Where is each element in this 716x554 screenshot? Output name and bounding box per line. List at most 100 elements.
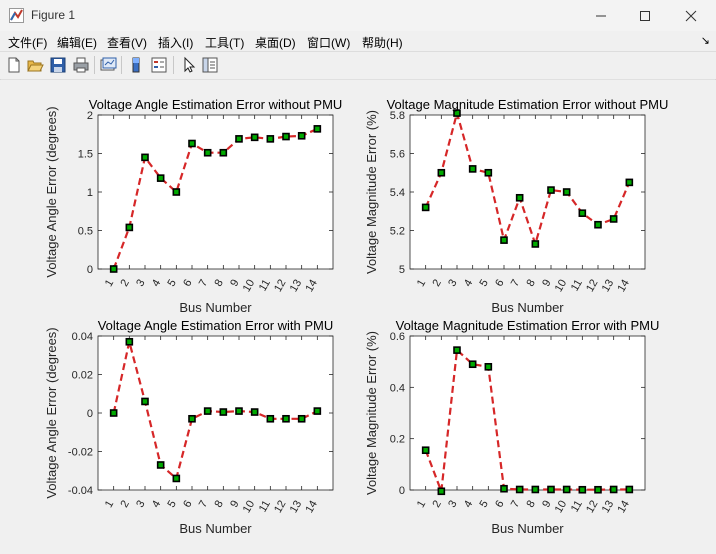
x-tick-label: 3 <box>134 499 147 510</box>
data-point <box>125 337 134 346</box>
data-point <box>515 193 524 202</box>
x-tick-label: 10 <box>553 278 570 295</box>
data-point <box>266 414 275 423</box>
x-tick-label: 8 <box>212 278 225 289</box>
data-point <box>156 461 165 469</box>
window-title: Figure 1 <box>31 8 76 22</box>
data-point <box>421 446 430 455</box>
x-tick-label: 1 <box>415 499 428 510</box>
x-tick-label: 5 <box>165 499 178 510</box>
x-tick-label: 12 <box>584 499 601 516</box>
data-point <box>562 485 571 494</box>
open-file-icon[interactable] <box>26 56 44 74</box>
new-figure-icon[interactable] <box>5 56 23 74</box>
x-tick-label: 1 <box>103 278 116 289</box>
subplot-2[interactable]: 55.25.45.65.81 2 3 4 5 6 7 8 9 10 11 12 13 14Voltage … <box>364 97 668 315</box>
data-point <box>531 485 540 494</box>
x-tick-label: 12 <box>272 499 289 516</box>
x-tick-label: 3 <box>446 499 459 510</box>
menu-insert[interactable]: 插入(I) <box>158 36 194 50</box>
menu-tools[interactable]: 工具(T) <box>205 36 245 50</box>
insert-legend-icon[interactable] <box>150 56 168 74</box>
y-axis-label: Voltage Angle Error (degrees) <box>44 327 59 498</box>
x-axis-label: Bus Number <box>179 521 252 536</box>
data-point <box>484 362 493 371</box>
y-tick-label: 0 <box>87 264 93 276</box>
x-tick-label: 4 <box>150 278 163 289</box>
menu-window[interactable]: 窗口(W) <box>307 36 351 50</box>
data-point <box>500 236 508 244</box>
data-point <box>250 408 259 416</box>
data-point <box>250 133 259 142</box>
x-tick-label: 8 <box>524 499 537 510</box>
x-tick-label: 4 <box>462 278 475 289</box>
y-tick-label: 5.2 <box>390 226 405 238</box>
y-tick-label: 0.6 <box>390 331 405 343</box>
menu-help[interactable]: 帮助(H) <box>362 36 403 50</box>
data-point <box>188 414 196 423</box>
data-point <box>578 209 587 217</box>
x-tick-label: 2 <box>118 278 131 289</box>
maximize-button[interactable] <box>622 0 668 31</box>
x-tick-label: 6 <box>493 499 506 510</box>
data-point <box>172 474 181 483</box>
axes-box <box>97 114 334 270</box>
axes-box <box>409 335 646 491</box>
data-point <box>188 139 196 148</box>
print-icon[interactable] <box>72 56 90 74</box>
data-point <box>625 485 634 494</box>
x-tick-label: 6 <box>493 278 506 289</box>
y-axis-label: Voltage Angle Error (degrees) <box>44 106 59 277</box>
save-icon[interactable] <box>49 56 67 74</box>
data-point <box>172 188 181 196</box>
x-axis-label: Bus Number <box>491 300 564 315</box>
menu-desktop[interactable]: 桌面(D) <box>255 36 296 50</box>
data-point <box>468 165 477 173</box>
close-button[interactable] <box>668 0 714 31</box>
menu-edit[interactable]: 编辑(E) <box>57 36 97 50</box>
y-tick-label: 0.5 <box>78 226 93 238</box>
menu-view[interactable]: 查看(V) <box>107 36 147 50</box>
insert-colorbar-icon[interactable] <box>127 56 145 74</box>
data-point <box>437 487 446 496</box>
x-tick-label: 1 <box>415 278 428 289</box>
y-tick-label: 1.5 <box>78 149 93 161</box>
data-point <box>235 135 243 143</box>
y-tick-label: -0.02 <box>68 447 93 459</box>
data-point <box>219 148 228 157</box>
menu-file[interactable]: 文件(F) <box>8 36 48 50</box>
data-point <box>203 407 212 415</box>
data-point <box>500 484 508 493</box>
data-point <box>156 174 165 182</box>
pointer-icon[interactable] <box>180 56 198 74</box>
data-point <box>625 178 634 187</box>
chart-title: Voltage Angle Estimation Error with PMU <box>98 318 334 333</box>
chart-title: Voltage Angle Estimation Error without P… <box>89 97 343 112</box>
menu-dock-arrow[interactable]: ↘ <box>700 35 710 47</box>
minimize-button[interactable] <box>578 0 624 31</box>
property-inspector-icon[interactable] <box>201 56 219 74</box>
data-point <box>109 265 118 273</box>
minimize-icon <box>596 15 606 16</box>
data-point <box>313 407 322 415</box>
data-point <box>313 125 322 133</box>
data-point <box>609 215 618 223</box>
data-point <box>109 409 118 417</box>
y-tick-label: 5.6 <box>390 149 405 161</box>
link-plot-icon[interactable] <box>99 56 117 74</box>
axes-box <box>409 114 646 270</box>
x-tick-label: 7 <box>509 499 522 510</box>
data-point <box>282 132 290 141</box>
x-tick-label: 12 <box>584 278 601 295</box>
toolbar-separator <box>173 56 174 74</box>
x-tick-label: 2 <box>118 499 131 510</box>
data-point <box>468 360 477 369</box>
y-tick-label: 0 <box>87 408 93 420</box>
data-point <box>297 131 306 140</box>
x-tick-label: 5 <box>477 499 490 510</box>
x-tick-label: 14 <box>303 499 320 516</box>
